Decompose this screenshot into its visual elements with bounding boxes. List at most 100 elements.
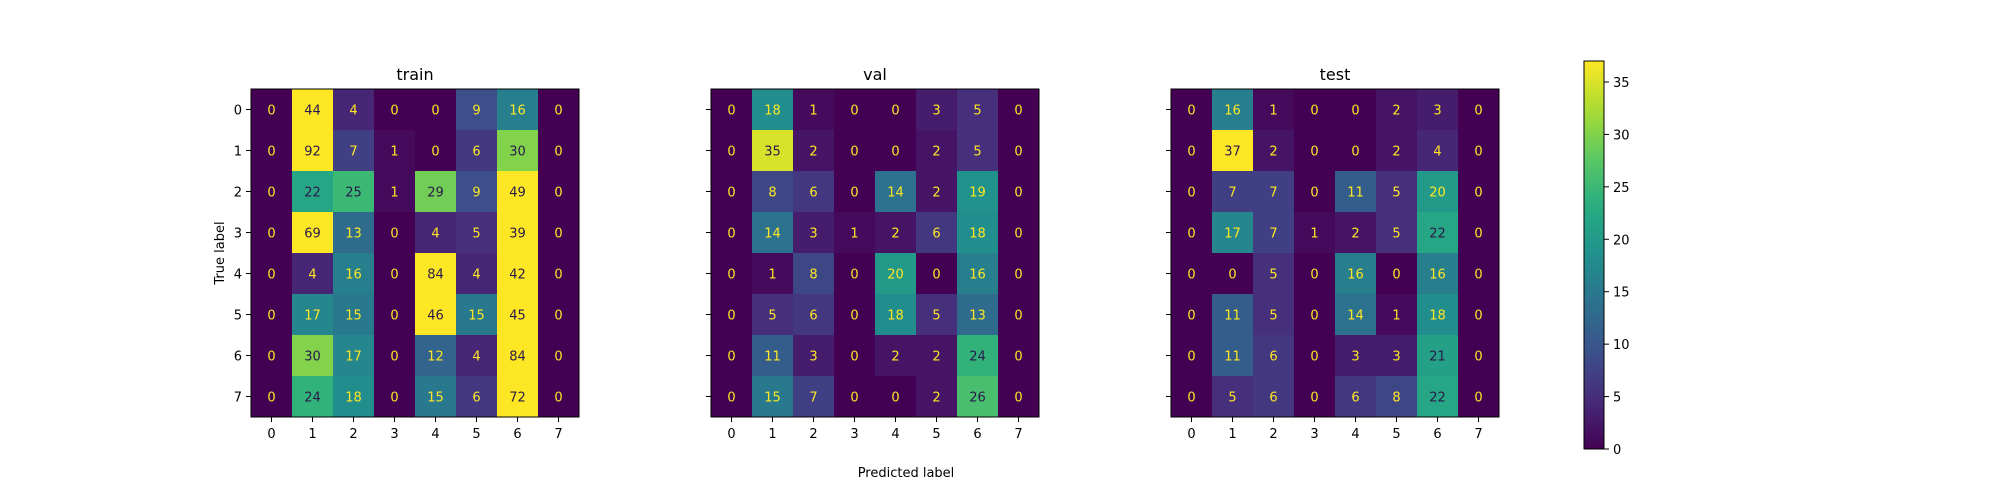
heatmap-cell [415, 130, 457, 172]
heatmap-cell [1212, 212, 1254, 254]
cell-value-label: 6 [809, 309, 817, 324]
colorbar-gradient [1583, 60, 1605, 450]
heatmap-cell [1253, 376, 1295, 418]
heatmap-cell [333, 212, 375, 254]
cell-value-label: 0 [1014, 391, 1022, 406]
cell-value-label: 0 [267, 104, 275, 119]
cell-value-label: 0 [390, 227, 398, 242]
y-axis-title: True label [213, 221, 228, 285]
heatmap-cell [793, 335, 835, 377]
cell-value-label: 24 [969, 350, 986, 365]
heatmap-cell [752, 130, 794, 172]
heatmap-cell [793, 89, 835, 131]
heatmap-cell [711, 171, 753, 213]
panel-title: train [396, 65, 433, 84]
cell-value-label: 0 [1187, 186, 1195, 201]
cell-value-label: 0 [1474, 391, 1482, 406]
cell-value-label: 2 [891, 350, 899, 365]
cell-value-label: 2 [932, 350, 940, 365]
cell-value-label: 16 [1224, 104, 1241, 119]
cell-value-label: 15 [345, 309, 362, 324]
cell-value-label: 69 [304, 227, 321, 242]
x-tick-label: 6 [1433, 427, 1441, 442]
cell-value-label: 20 [1429, 186, 1446, 201]
cell-value-label: 9 [472, 104, 480, 119]
colorbar-tick-label: 15 [1613, 286, 1630, 301]
heatmap-cell [497, 294, 539, 336]
heatmap-cell [1253, 294, 1295, 336]
cell-value-label: 30 [509, 145, 526, 160]
heatmap-cell [875, 212, 917, 254]
cell-value-label: 29 [427, 186, 444, 201]
heatmap-cell [1212, 89, 1254, 131]
heatmap-cell [875, 376, 917, 418]
heatmap-cell [1253, 130, 1295, 172]
cell-value-label: 0 [554, 186, 562, 201]
cell-value-label: 22 [304, 186, 321, 201]
heatmap-cell [711, 253, 753, 295]
heatmap-cell [292, 376, 334, 418]
heatmap-cell [456, 376, 498, 418]
heatmap-cell [957, 171, 999, 213]
heatmap-cell [1212, 130, 1254, 172]
cell-value-label: 11 [1224, 350, 1241, 365]
heatmap-cell [1335, 212, 1377, 254]
cell-value-label: 5 [1269, 268, 1277, 283]
heatmap-cell [497, 212, 539, 254]
cell-value-label: 14 [887, 186, 904, 201]
x-tick-label: 7 [554, 427, 562, 442]
heatmap-cell [456, 253, 498, 295]
y-tick-label: 3 [234, 227, 242, 242]
cell-value-label: 4 [349, 104, 357, 119]
heatmap-cell [415, 376, 457, 418]
cell-value-label: 2 [1392, 104, 1400, 119]
cell-value-label: 4 [472, 350, 480, 365]
cell-value-label: 0 [1310, 309, 1318, 324]
cell-value-label: 5 [768, 309, 776, 324]
heatmap-cell [1212, 335, 1254, 377]
cell-value-label: 35 [764, 145, 781, 160]
cell-value-label: 3 [1433, 104, 1441, 119]
heatmap-cell [1417, 376, 1459, 418]
cell-value-label: 5 [472, 227, 480, 242]
heatmap-cell [916, 376, 958, 418]
cell-value-label: 0 [727, 268, 735, 283]
heatmap-cell [711, 89, 753, 131]
heatmap-cell [793, 253, 835, 295]
cell-value-label: 0 [891, 104, 899, 119]
cell-value-label: 0 [932, 268, 940, 283]
heatmap-cell [1294, 130, 1336, 172]
heatmap-cell [1253, 335, 1295, 377]
cell-value-label: 8 [809, 268, 817, 283]
cell-value-label: 4 [431, 227, 439, 242]
heatmap-cell [834, 335, 876, 377]
heatmap-cell [1335, 294, 1377, 336]
cell-value-label: 6 [932, 227, 940, 242]
cell-value-label: 20 [887, 268, 904, 283]
heatmap-cell [456, 130, 498, 172]
heatmap-cell [834, 376, 876, 418]
heatmap-cell [834, 212, 876, 254]
cell-value-label: 8 [1392, 391, 1400, 406]
cell-value-label: 0 [727, 145, 735, 160]
heatmap-cell [374, 294, 416, 336]
cell-value-label: 0 [267, 350, 275, 365]
heatmap-cell [1335, 171, 1377, 213]
heatmap-cell [957, 376, 999, 418]
cell-value-label: 46 [427, 309, 444, 324]
cell-value-label: 22 [1429, 391, 1446, 406]
cell-value-label: 0 [431, 145, 439, 160]
colorbar-tick-label: 25 [1613, 181, 1630, 196]
heatmap-cell [834, 130, 876, 172]
heatmap-cell [1171, 253, 1213, 295]
heatmap-cell [957, 89, 999, 131]
heatmap-cell [1335, 89, 1377, 131]
heatmap-cell [793, 294, 835, 336]
cell-value-label: 0 [727, 186, 735, 201]
cell-value-label: 0 [891, 391, 899, 406]
cell-value-label: 1 [1269, 104, 1277, 119]
heatmap-cell [1253, 212, 1295, 254]
heatmap-cell [456, 212, 498, 254]
cell-value-label: 0 [1014, 350, 1022, 365]
